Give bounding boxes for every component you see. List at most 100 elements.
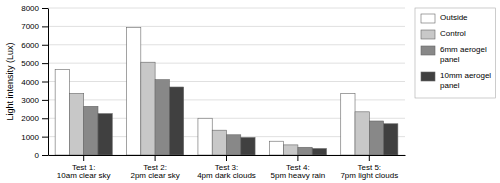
plot: 0 1000 2000 3000 4000 5000 6000 7000 8000 Test 1:… [21, 4, 405, 180]
tick-label: 6000 [21, 41, 39, 50]
legend-label-line: Control [440, 29, 466, 38]
bar [384, 124, 398, 155]
tick-mark [226, 155, 227, 161]
tick: 8000 [21, 4, 48, 13]
legend-label-line: Outside [440, 13, 468, 22]
legend-item: 10mm aerogelpanel [421, 71, 491, 89]
tick-label-line: 5pm heavy rain [271, 171, 326, 180]
tick-mark [42, 8, 48, 9]
tick-label: 7000 [21, 22, 39, 31]
tick: 5000 [21, 59, 48, 68]
tick: Test 2:2pm clear sky [130, 155, 179, 180]
bar [241, 138, 255, 155]
tick: Test 5:7pm light clouds [340, 155, 398, 180]
tick-mark [42, 45, 48, 46]
tick-label: Test 2:2pm clear sky [130, 163, 179, 181]
tick-label-line: Test 2: [143, 163, 167, 172]
bar [341, 93, 355, 155]
bar-series [69, 62, 369, 155]
bar [69, 93, 83, 155]
bars [55, 27, 398, 155]
grid [48, 8, 405, 155]
tick-mark [42, 82, 48, 83]
grid-line [48, 63, 405, 64]
tick-label-line: 10am clear sky [57, 171, 111, 180]
legend-swatch [421, 30, 435, 39]
tick-mark [83, 155, 84, 161]
bar [298, 147, 312, 155]
axis-line [48, 9, 49, 156]
tick-label: 0 [35, 151, 40, 160]
bar [141, 62, 155, 155]
tick: 3000 [21, 96, 48, 105]
bar [169, 87, 183, 155]
legend-swatch [421, 46, 435, 55]
bar [212, 130, 226, 155]
bar [127, 27, 141, 155]
tick-label-line: Test 1: [72, 163, 96, 172]
tick-mark [42, 137, 48, 138]
tick-mark [369, 155, 370, 161]
tick-label-line: 7pm light clouds [340, 171, 398, 180]
legend-label: 10mm aerogelpanel [440, 71, 491, 89]
tick: 7000 [21, 22, 48, 31]
tick-mark [297, 155, 298, 161]
tick: Test 4:5pm heavy rain [271, 155, 326, 180]
tick-label: 1000 [21, 133, 39, 142]
tick-label: Test 5:7pm light clouds [340, 163, 398, 181]
tick-label: 8000 [21, 4, 39, 13]
grid-line [48, 44, 405, 45]
grid-line [48, 8, 405, 9]
tick: 1000 [21, 133, 48, 142]
grid-line [48, 81, 405, 82]
legend-label-line: 6mm aerogel [440, 45, 487, 54]
legend-swatch [421, 14, 435, 23]
legend-frame [415, 8, 495, 98]
tick-label: 5000 [21, 59, 39, 68]
tick-label-line: Test 4: [286, 163, 310, 172]
tick-label: Test 3:4pm dark clouds [197, 163, 256, 181]
tick-mark [155, 155, 156, 161]
legend: OutsideControl6mm aerogelpanel10mm aerog… [415, 8, 495, 98]
chart: 0 1000 2000 3000 4000 5000 6000 7000 8000 Test 1:… [0, 0, 500, 183]
tick-mark [42, 118, 48, 119]
tick-mark [42, 100, 48, 101]
tick: Test 1:10am clear sky [57, 155, 111, 180]
x-axis: Test 1:10am clear sky Test 2:2pm clear sk… [49, 155, 406, 180]
legend-label-line: panel [440, 55, 460, 64]
tick-mark [42, 155, 48, 156]
legend-label: Outside [440, 13, 468, 22]
legend-item: Control [421, 29, 466, 39]
tick: 2000 [21, 114, 48, 123]
legend-label-line: panel [440, 81, 460, 90]
legend-swatch [421, 72, 435, 81]
bar-series [84, 80, 384, 155]
bar [369, 121, 383, 155]
tick-label-line: 4pm dark clouds [197, 171, 256, 180]
legend-label-line: 10mm aerogel [440, 71, 491, 80]
tick-label-line: 2pm clear sky [130, 171, 179, 180]
y-axis-title: Light intensity (Lux) [5, 42, 15, 120]
legend-label: 6mm aerogelpanel [440, 45, 487, 63]
tick-label-line: Test 5: [358, 163, 382, 172]
tick: 6000 [21, 41, 48, 50]
bar [155, 80, 169, 155]
legend-label: Control [440, 29, 466, 38]
bar-series [98, 87, 398, 155]
tick-label: Test 1:10am clear sky [57, 163, 111, 181]
bar-series [55, 27, 355, 155]
bar [227, 135, 241, 155]
grid-line [48, 26, 405, 27]
bar [312, 149, 326, 155]
tick-label: Test 4:5pm heavy rain [271, 163, 326, 181]
legend-item: 6mm aerogelpanel [421, 45, 487, 63]
y-axis: 0 1000 2000 3000 4000 5000 6000 7000 8000 [21, 4, 48, 160]
bar [284, 145, 298, 155]
tick-mark [42, 63, 48, 64]
legend-item: Outside [421, 13, 468, 23]
tick-label: 4000 [21, 78, 39, 87]
bar [55, 70, 69, 155]
bar [269, 141, 283, 155]
bar [198, 118, 212, 155]
tick: 0 [35, 151, 48, 160]
